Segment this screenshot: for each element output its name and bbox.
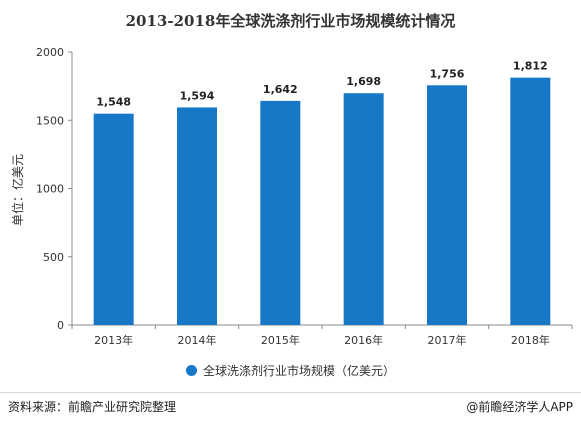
legend-label: 全球洗涤剂行业市场规模（亿美元）	[202, 364, 395, 378]
bar-5	[427, 85, 467, 325]
footer-divider	[0, 392, 581, 393]
x-tick-label: 2015年	[261, 333, 300, 347]
data-label-5: 1,756	[430, 67, 465, 80]
x-tick-label: 2018年	[511, 333, 550, 347]
x-tick-label: 2017年	[428, 333, 467, 347]
legend-swatch	[185, 365, 197, 376]
bar-3	[260, 100, 301, 325]
y-tick-label: 500	[43, 251, 64, 264]
bar-4	[343, 93, 384, 326]
x-axis: 2013年 2014年 2015年 2016年 2017年 2018年	[71, 324, 573, 347]
y-axis-label: 单位：亿美元	[10, 154, 25, 226]
data-label-6: 1,812	[513, 60, 548, 73]
y-axis: 0 500 1000 1500 2000	[36, 46, 73, 332]
data-labels: 1,548 1,594 1,642 1,698 1,756 1,812	[96, 60, 547, 109]
y-tick-label: 1500	[36, 114, 64, 127]
bar-6	[510, 77, 551, 325]
bar-1	[93, 113, 134, 325]
y-tick-label: 1000	[36, 183, 64, 196]
legend: 全球洗涤剂行业市场规模（亿美元）	[0, 362, 581, 379]
data-label-1: 1,548	[96, 96, 131, 109]
x-tick-label: 2013年	[94, 333, 133, 347]
bars	[93, 77, 551, 326]
x-tick-label: 2016年	[344, 333, 383, 347]
source-note: 资料来源：前瞻产业研究院整理	[8, 400, 177, 414]
credit-note: @前瞻经济学人APP	[466, 400, 573, 414]
y-tick-label: 2000	[36, 46, 64, 59]
x-tick-label: 2014年	[178, 333, 217, 347]
bar-2	[177, 107, 217, 325]
data-label-2: 1,594	[180, 89, 215, 102]
chart-title: 2013-2018年全球洗涤剂行业市场规模统计情况	[125, 12, 456, 30]
data-label-3: 1,642	[263, 83, 298, 96]
data-label-4: 1,698	[346, 75, 381, 88]
y-tick-label: 0	[57, 319, 64, 332]
